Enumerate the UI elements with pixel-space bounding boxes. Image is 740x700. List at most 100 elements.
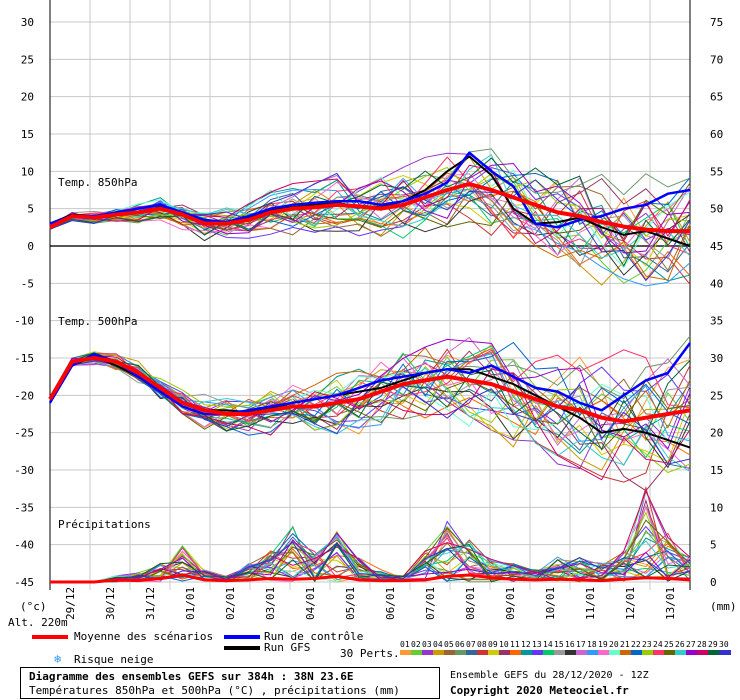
control-line-t500 [48,342,692,416]
pert-color-swatch [642,650,654,655]
ensemble-member-t850 [49,172,691,282]
label-t500: Temp. 500hPa [58,315,137,328]
label-precip: Précipitations [58,518,151,531]
pert-color-swatch [631,650,643,655]
pert-number: 30 [719,640,729,649]
x-tick-label: 05/01 [344,587,357,620]
y-tick-right: 45 [710,240,723,253]
x-tick-label: 10/01 [544,587,557,620]
pert-color-swatch [422,650,434,655]
legend-snow-label: Risque neige [74,653,154,666]
pert-number: 17 [576,640,586,649]
x-tick-label: 01/01 [184,587,197,620]
pert-number: 08 [477,640,487,649]
x-tick-label: 08/01 [464,587,477,620]
pert-color-swatch [609,650,621,655]
y-tick-right: 5 [710,539,717,552]
footer-subtitle: Températures 850hPa et 500hPa (°C) , pré… [29,684,400,697]
footer-title: Diagramme des ensembles GEFS sur 384h : … [29,670,354,683]
pert-color-swatch [444,650,456,655]
pert-color-swatch [455,650,467,655]
y-tick-right: 70 [710,53,723,66]
mean-line-t500 [48,356,691,424]
pert-color-swatch [521,650,533,655]
x-tick-label: 29/12 [64,587,77,620]
footer-title-box: Diagramme des ensembles GEFS sur 384h : … [20,667,440,699]
ensemble-member-precip [50,543,691,583]
legend-control-label: Run de contrôle [264,630,364,643]
x-tick-label: 31/12 [144,587,157,620]
pert-number: 03 [422,640,432,649]
ensemble-member-t850 [49,191,691,254]
y-tick-right: 35 [710,315,723,328]
y-tick-right: 75 [710,16,723,29]
snowflake-icon: ❄ [54,652,62,666]
y-tick-left: 20 [21,91,34,104]
pert-color-swatch [620,650,632,655]
altitude-label: Alt. 220m [8,616,68,629]
pert-number: 24 [653,640,663,649]
y-tick-left: -30 [14,464,34,477]
ensemble-member-t850 [49,193,691,276]
mean-line-precip [50,573,691,584]
mean-line-t850 [49,182,690,234]
pert-color-swatch [576,650,588,655]
x-tick-label: 11/01 [584,587,597,620]
pert-number: 19 [598,640,608,649]
x-tick-label: 02/01 [224,587,237,620]
legend-mean-swatch [32,635,68,639]
x-tick-label: 03/01 [264,587,277,620]
ensemble-member-t500 [49,350,691,492]
y-tick-left: -15 [14,352,34,365]
pert-color-swatch [510,650,522,655]
x-tick-label: 30/12 [104,587,117,620]
y-tick-left: 0 [27,240,34,253]
x-tick-label: 06/01 [384,587,397,620]
pert-number: 15 [554,640,564,649]
pert-color-swatch [554,650,566,655]
ensemble-member-t500 [49,357,691,474]
pert-number: 05 [444,640,454,649]
y-tick-left: 10 [21,165,34,178]
pert-number: 06 [455,640,465,649]
y-tick-left: 25 [21,53,34,66]
pert-number: 25 [664,640,674,649]
x-tick-label: 09/01 [504,587,517,620]
pert-number: 20 [609,640,619,649]
y-tick-left: -25 [14,427,34,440]
pert-color-swatch [697,650,709,655]
pert-color-swatch [587,650,599,655]
footer-copyright: Copyright 2020 Meteociel.fr [450,684,629,697]
y-tick-left: -45 [14,576,34,589]
pert-color-swatch [598,650,610,655]
legend-gfs-label: Run GFS [264,641,311,654]
pert-number: 04 [433,640,443,649]
y-left-unit: (°c) [20,600,47,613]
pert-color-swatch [532,650,544,655]
ensemble-member-t500 [49,358,691,473]
y-tick-right: 50 [710,203,723,216]
pert-color-swatch [719,650,731,655]
y-tick-right: 10 [710,501,723,514]
y-tick-left: -35 [14,501,34,514]
label-t850: Temp. 850hPa [58,176,137,189]
pert-number: 27 [686,640,696,649]
y-tick-right: 65 [710,91,723,104]
x-tick-label: 12/01 [624,587,637,620]
footer-run: Ensemble GEFS du 28/12/2020 - 12Z [450,670,649,681]
legend-control-swatch [224,635,260,639]
pert-number: 11 [510,640,520,649]
pert-number: 28 [697,640,707,649]
pert-number: 18 [587,640,597,649]
pert-number: 29 [708,640,718,649]
y-tick-right: 60 [710,128,723,141]
pert-color-swatch [565,650,577,655]
x-tick-label: 13/01 [664,587,677,620]
pert-number: 09 [488,640,498,649]
pert-color-swatch [400,650,412,655]
ensemble-member-t850 [49,157,691,267]
y-tick-left: -40 [14,539,34,552]
y-tick-right: 55 [710,165,723,178]
y-tick-right: 25 [710,389,723,402]
